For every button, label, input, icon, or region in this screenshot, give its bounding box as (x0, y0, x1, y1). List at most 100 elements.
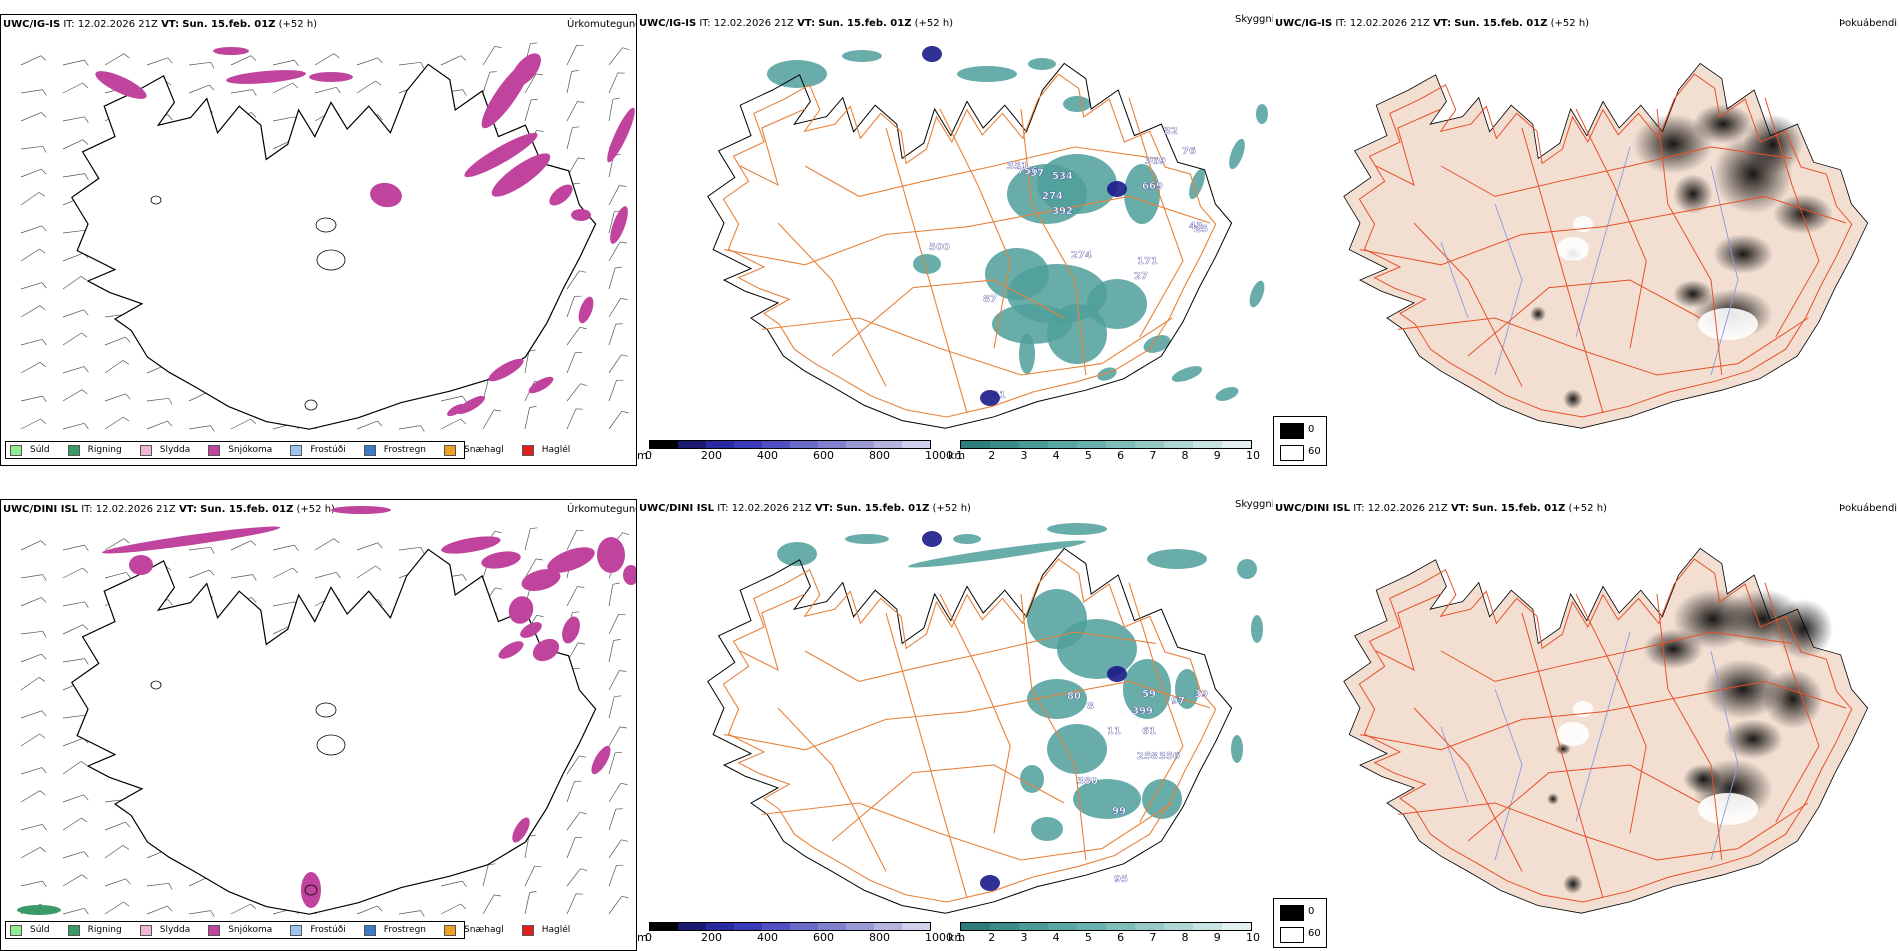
fog-area (1673, 280, 1713, 308)
wind-barb-feather (376, 81, 382, 85)
wind-barb-feather (253, 575, 257, 581)
wind-barb-feather (40, 734, 46, 738)
wind-barb-feather (81, 761, 87, 765)
colorbar-step (1077, 923, 1106, 930)
cloud-base-label: 37 (1030, 168, 1044, 179)
cloud-base-label: 59 (1142, 689, 1156, 700)
fog-key-label: 0 (1308, 906, 1314, 917)
wind-barb-feather (83, 625, 88, 630)
colorbar-step (1164, 923, 1193, 930)
cloud-base-label: 97 (1171, 696, 1185, 707)
snowfall-area (597, 537, 625, 573)
wind-barb (567, 327, 580, 345)
fog-key-swatch (1280, 905, 1304, 921)
snowfall-area (607, 204, 632, 246)
wind-barb (357, 566, 376, 578)
wind-barb (21, 881, 42, 886)
wind-barb (231, 419, 251, 429)
wind-barb-feather (537, 615, 544, 616)
wind-barb (63, 253, 84, 261)
wind-barb-feather (83, 568, 88, 573)
fog-area (1563, 874, 1583, 894)
wind-barb-feather (614, 696, 621, 697)
cloud-base-label: 95 (1114, 874, 1128, 885)
wind-barb-feather (462, 881, 466, 887)
legend-label: Frostúði (310, 925, 345, 935)
road (886, 128, 967, 413)
colorbar-strip (649, 922, 931, 931)
legend-label: Frostregn (384, 925, 426, 935)
land-mask (72, 64, 596, 429)
wind-barb (609, 355, 621, 373)
fog-key-label: 60 (1308, 446, 1321, 457)
wind-barb (273, 60, 294, 65)
colorbar-step (790, 923, 818, 930)
wind-barb-feather (42, 226, 47, 231)
wind-barb-feather (421, 62, 424, 68)
wind-barb-feather (573, 183, 580, 184)
wind-barb-feather (572, 612, 579, 613)
wind-barb (231, 56, 251, 65)
wind-barb-feather (623, 48, 630, 50)
snowfall-area (440, 533, 502, 557)
wind-barb (105, 822, 126, 830)
wind-barb (21, 654, 42, 662)
wind-barb (63, 545, 84, 550)
low-cloud-base-area (922, 531, 942, 547)
wind-barb-feather (84, 423, 88, 429)
snowfall-area (309, 72, 353, 82)
wind-barb-feather (495, 531, 502, 532)
wind-barb (315, 54, 334, 65)
colorbar-tick: 4 (1053, 931, 1060, 944)
wind-barb-feather (622, 896, 629, 898)
fog-area (1773, 599, 1833, 659)
colorbar-tick: 2 (988, 449, 995, 462)
wind-barb-feather (251, 541, 256, 546)
wind-barb (273, 545, 294, 550)
cloud-base-label: 534 (1052, 171, 1073, 182)
low-cloud-area (1124, 164, 1160, 224)
low-cloud-areas (777, 523, 1263, 841)
wind-barb (21, 283, 42, 289)
colorbar-tick: 8 (1182, 931, 1189, 944)
colorbar-step (706, 923, 734, 930)
wind-barb-feather (376, 566, 382, 570)
wind-barb-feather (124, 902, 130, 906)
precip-legend-item: Rigning (68, 925, 122, 936)
cloud-base-label: 25 (1194, 224, 1208, 235)
colorbar-tick: 2 (988, 931, 995, 944)
wind-barb (567, 384, 581, 401)
cloud-base-label: 80 (1067, 691, 1081, 702)
wind-barb-feather (42, 396, 46, 402)
wind-barb-feather (41, 419, 46, 424)
low-cloud-area (1019, 334, 1035, 374)
wind-barb-feather (41, 597, 46, 602)
road (740, 594, 805, 670)
cloud-base-label: 11 (1107, 726, 1121, 737)
low-cloud-area (1231, 735, 1243, 763)
cloud-base-label: 399 (1132, 706, 1153, 717)
low-cloud-base-area (980, 875, 1000, 891)
wind-barb (147, 421, 168, 429)
precip-legend-item: Súld (10, 445, 50, 456)
colorbar-step (1135, 441, 1164, 448)
wind-barb (609, 753, 615, 774)
low-cloud-area (1170, 363, 1204, 385)
wind-barb (105, 54, 124, 65)
wind-barb-feather (623, 533, 630, 535)
wind-barb-feather (463, 575, 467, 581)
wind-barb-feather (42, 169, 47, 174)
legend-label: Súld (30, 925, 50, 935)
wind-barb (441, 396, 462, 401)
wind-barb-feather (42, 283, 46, 289)
wind-barb (399, 911, 421, 914)
legend-label: Haglél (542, 445, 571, 455)
colorbar-tick: 6 (1117, 449, 1124, 462)
wind-barb (189, 911, 211, 914)
wind-barb (189, 570, 210, 578)
wind-barb (21, 734, 40, 746)
legend-label: Slydda (160, 445, 190, 455)
wind-barb (483, 46, 495, 65)
wind-barb-feather (572, 127, 579, 128)
wind-barb (63, 659, 85, 662)
